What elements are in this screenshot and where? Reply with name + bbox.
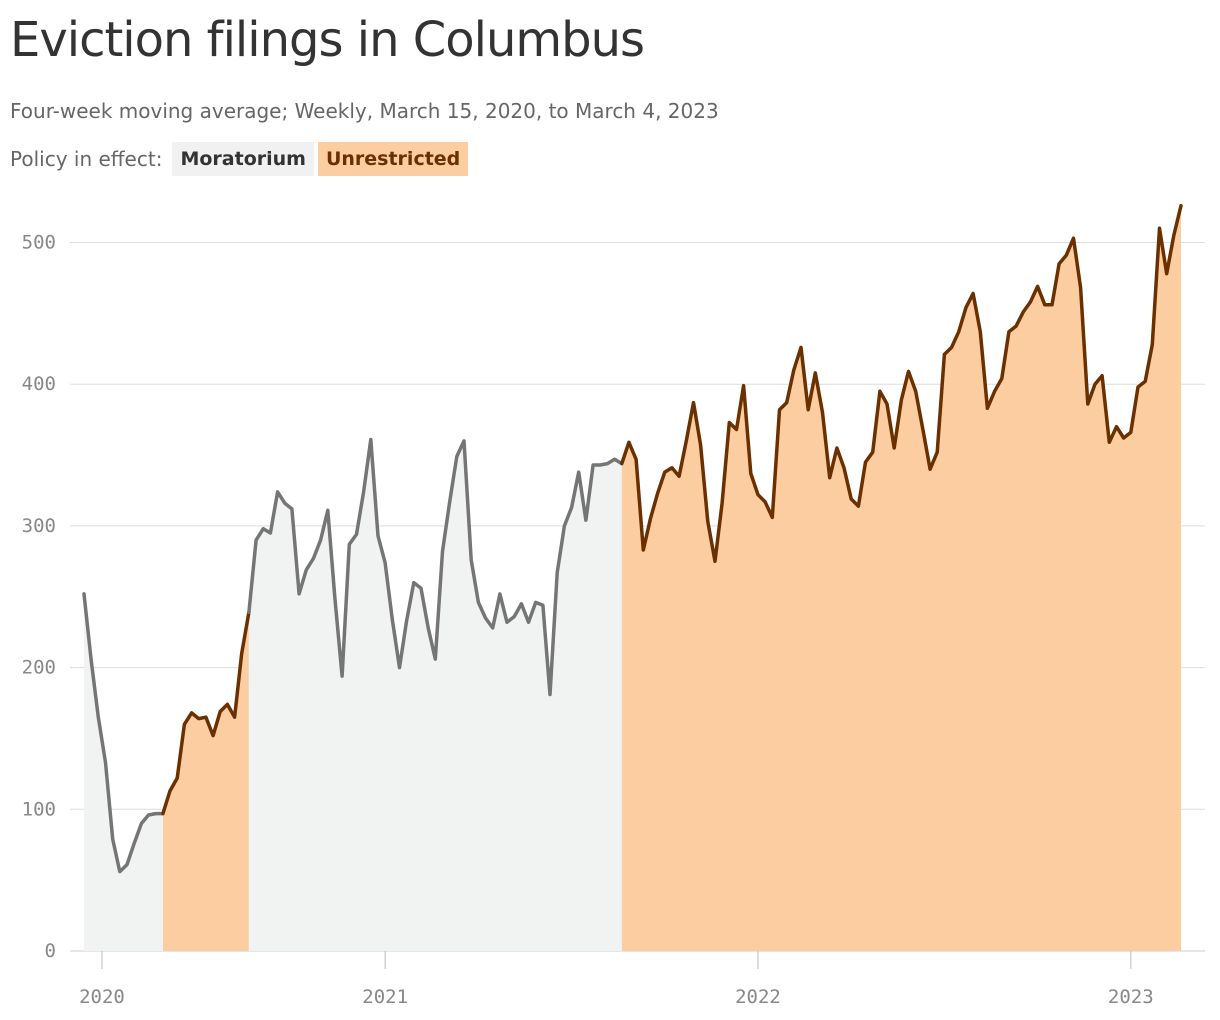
x-tick-label-2021: 2021 xyxy=(362,986,408,1008)
chart-title: Eviction filings in Columbus xyxy=(10,12,645,68)
moratorium-area-0 xyxy=(84,593,163,951)
y-tick-label-500: 500 xyxy=(22,232,56,254)
unrestricted-area-3 xyxy=(621,205,1181,951)
y-tick-label-300: 300 xyxy=(22,515,56,537)
unrestricted-area-1 xyxy=(162,612,249,951)
legend-item-unrestricted: Unrestricted xyxy=(317,142,469,176)
moratorium-line-2 xyxy=(247,437,624,697)
y-tick-label-100: 100 xyxy=(22,798,56,820)
y-tick-label-200: 200 xyxy=(22,657,56,679)
moratorium-line-0 xyxy=(82,592,165,874)
policy-areas xyxy=(84,205,1181,951)
x-tick-label-2020: 2020 xyxy=(79,986,125,1008)
legend: Policy in effect: Moratorium Unrestricte… xyxy=(10,141,469,177)
y-tick-label-400: 400 xyxy=(22,373,56,395)
unrestricted-line-3 xyxy=(620,203,1183,564)
x-axis: 2020 2021 2022 2023 xyxy=(79,951,1154,1008)
legend-item-moratorium: Moratorium xyxy=(172,142,314,176)
unrestricted-line-1 xyxy=(161,610,251,816)
x-tick-label-2022: 2022 xyxy=(735,986,781,1008)
eviction-chart: 0 100 200 300 400 500 2020 2021 2022 2023 xyxy=(22,203,1205,1008)
y-axis: 0 100 200 300 400 500 xyxy=(22,232,56,963)
moratorium-area-2 xyxy=(248,439,622,951)
y-tick-label-0: 0 xyxy=(45,940,56,962)
x-tick-label-2023: 2023 xyxy=(1108,986,1154,1008)
chart-subtitle: Four-week moving average; Weekly, March … xyxy=(10,99,719,123)
series-lines xyxy=(82,203,1183,874)
legend-label: Policy in effect: xyxy=(10,147,163,171)
